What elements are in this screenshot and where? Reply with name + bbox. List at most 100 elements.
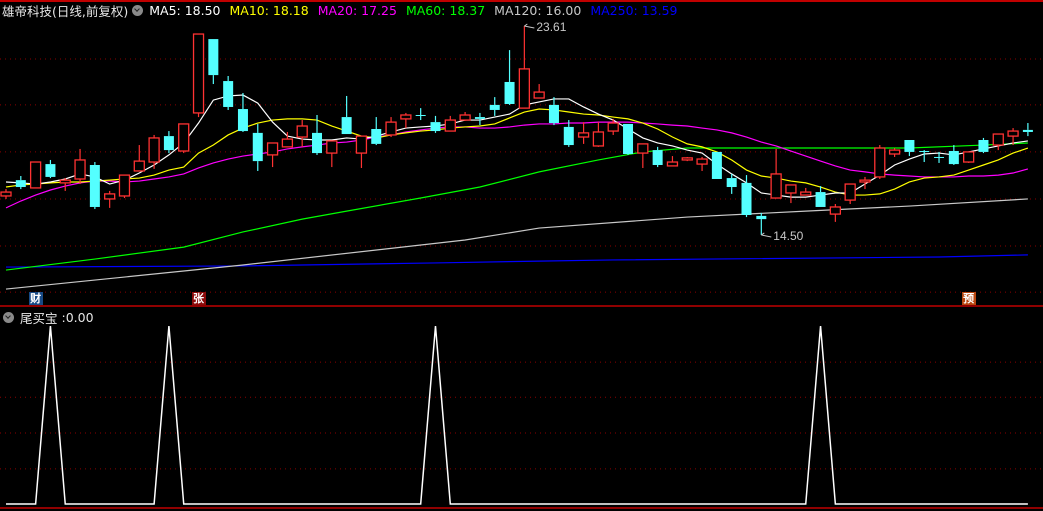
indicator-value: :0.00 <box>61 310 94 325</box>
candle-up <box>29 161 42 189</box>
candle-down <box>371 117 382 146</box>
candle-down <box>756 212 767 235</box>
candle-up <box>104 190 116 208</box>
candle-body <box>266 142 279 156</box>
candle-body <box>696 158 708 165</box>
candle-down <box>711 151 722 179</box>
candle-body <box>726 178 737 188</box>
candle-body <box>74 159 86 180</box>
event-marker-财[interactable]: 财 <box>28 292 43 305</box>
indicator-header: 尾买宝 :0.00 <box>3 308 94 327</box>
candle-body <box>978 140 989 152</box>
candle-body <box>371 128 382 144</box>
ma5-label: MA5: 18.50 <box>149 2 221 18</box>
ma10-label: MA10: 18.18 <box>229 2 309 18</box>
candle-up <box>178 123 190 154</box>
candle-up <box>592 122 605 147</box>
candle-body <box>681 157 693 161</box>
chevron-down-icon[interactable] <box>132 4 144 16</box>
ma250-line <box>5 254 1028 268</box>
candle-down <box>904 140 915 157</box>
candle-down <box>312 115 323 155</box>
candle-up <box>844 183 856 204</box>
candle-up <box>59 178 71 191</box>
main-chart-header: 雄帝科技(日线,前复权) MA5: 18.50 MA10: 18.18 MA20… <box>2 2 687 19</box>
high-price-label: 23.61 <box>536 20 566 34</box>
candle-down <box>504 50 515 105</box>
candle-up <box>859 176 871 190</box>
candle-body <box>223 81 234 107</box>
candle-up <box>133 145 145 172</box>
candle-up <box>577 122 590 144</box>
candle-body <box>400 114 412 120</box>
candle-up <box>266 142 279 168</box>
candle-up <box>355 135 368 168</box>
candle-down <box>548 97 559 126</box>
indicator-title: 尾买宝 <box>20 311 58 326</box>
candle-down <box>1022 123 1033 137</box>
candle-down <box>430 115 441 133</box>
candle-body <box>533 91 545 99</box>
candle-down <box>163 131 174 154</box>
candle-body <box>208 39 219 76</box>
candle-up <box>400 112 412 129</box>
event-marker-张[interactable]: 张 <box>191 292 206 305</box>
candle-body <box>859 179 871 183</box>
ma60-line <box>5 142 1028 271</box>
candle-body <box>518 68 530 109</box>
candle-body <box>666 161 679 167</box>
candle-body <box>504 81 515 104</box>
candle-body <box>59 179 71 184</box>
candle-body <box>1007 130 1019 137</box>
candle-down <box>474 112 485 126</box>
candle-body <box>178 123 190 152</box>
candle-up <box>874 145 886 179</box>
candle-down <box>741 175 752 218</box>
candle-body <box>415 115 426 116</box>
candle-down <box>934 151 945 163</box>
candle-up <box>637 143 649 168</box>
candle-up <box>800 187 812 196</box>
candle-up <box>533 84 545 99</box>
candle-body <box>904 140 915 152</box>
candle-up <box>681 156 693 162</box>
candle-down <box>252 123 263 171</box>
candle-body <box>829 206 842 215</box>
candle-body <box>355 135 368 154</box>
ma120-label: MA120: 16.00 <box>494 2 582 18</box>
ma20-line <box>5 121 1029 209</box>
candle-up <box>696 156 708 171</box>
candle-down <box>15 176 26 190</box>
candle-up <box>118 174 131 199</box>
candle-up <box>666 156 679 167</box>
event-marker-预[interactable]: 预 <box>961 292 976 305</box>
candle-body <box>252 132 263 162</box>
candle-up <box>281 131 294 148</box>
candle-body <box>237 109 248 132</box>
ma10-line <box>5 108 1029 196</box>
candle-body <box>548 104 559 124</box>
candle-down <box>237 92 248 132</box>
candle-body <box>489 104 500 110</box>
candle-body <box>770 173 782 199</box>
candle-up <box>785 184 797 204</box>
candle-body <box>444 119 456 132</box>
candle-up <box>326 140 338 168</box>
candle-down <box>815 186 826 207</box>
candle-body <box>623 123 634 154</box>
candle-body <box>992 133 1004 146</box>
candle-down <box>623 123 634 155</box>
candle-body <box>385 121 397 136</box>
chevron-down-icon[interactable] <box>3 312 14 323</box>
candle-body <box>0 191 12 197</box>
candle-body <box>934 156 945 158</box>
candle-up <box>74 148 86 185</box>
candle-body <box>888 149 901 155</box>
candle-down <box>948 145 959 165</box>
candle-up <box>444 115 456 132</box>
low-price-label: 14.50 <box>773 229 803 243</box>
ma5-line <box>5 94 1028 198</box>
candle-body <box>281 138 294 148</box>
